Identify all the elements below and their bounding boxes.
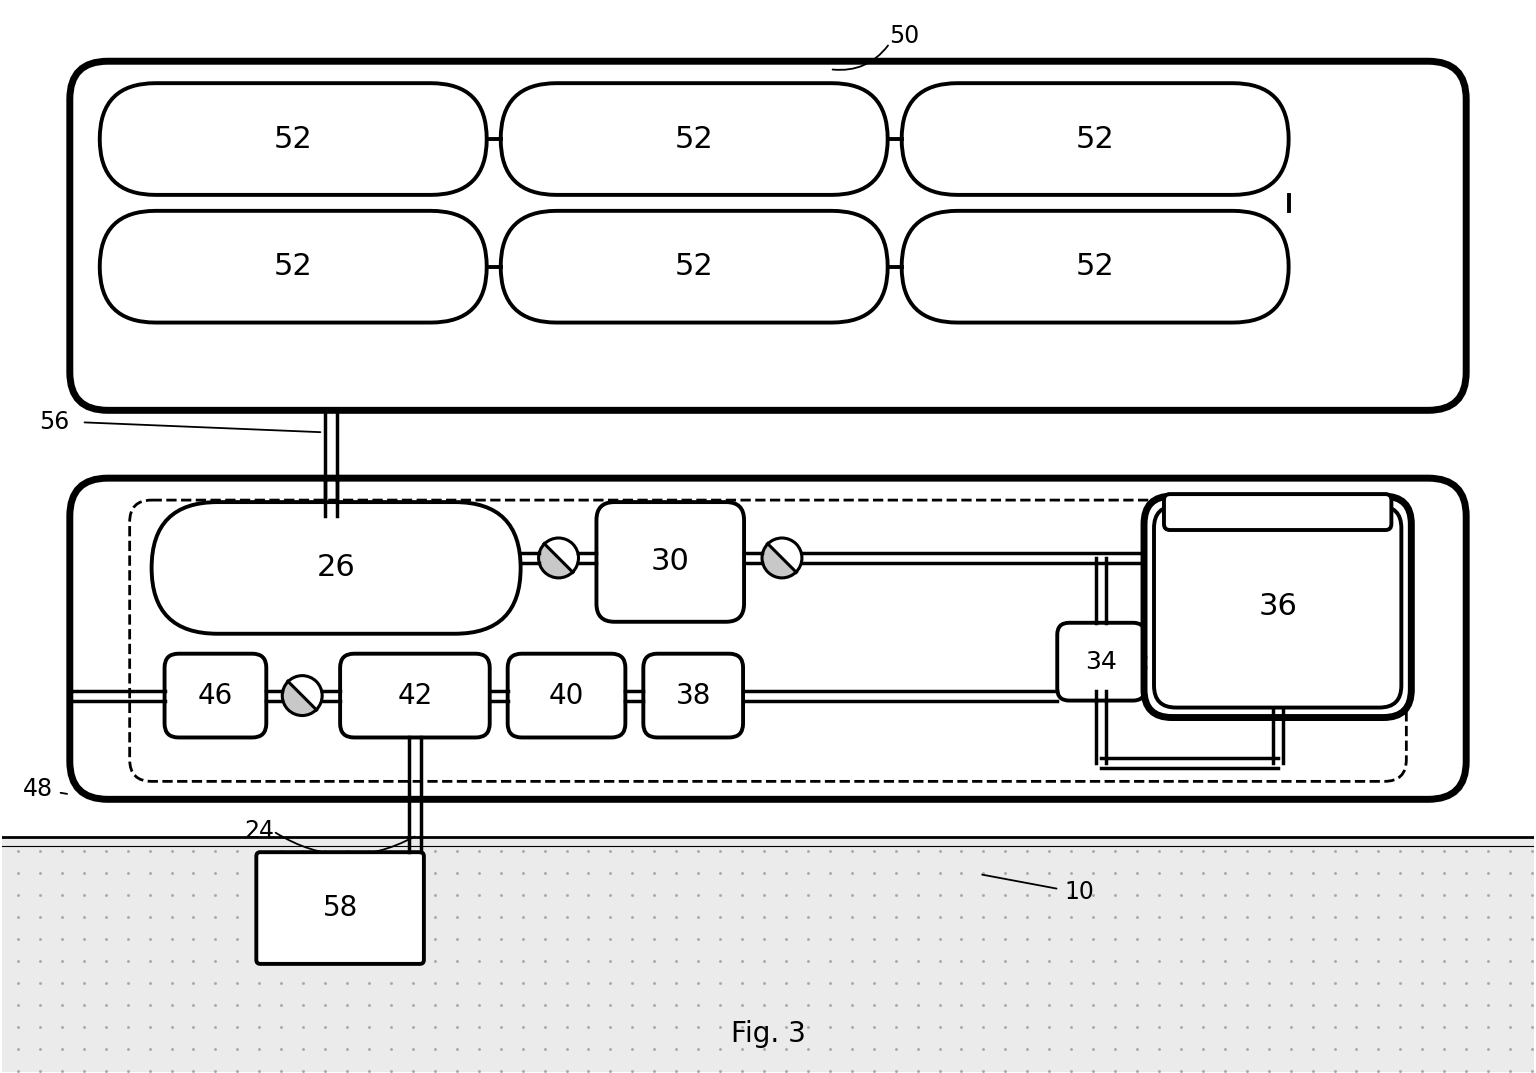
Polygon shape [539, 544, 573, 578]
Text: 58: 58 [323, 894, 358, 922]
Text: 56: 56 [38, 410, 69, 435]
FancyBboxPatch shape [1154, 506, 1401, 707]
Text: 46: 46 [198, 681, 233, 709]
Text: 34: 34 [1086, 649, 1117, 674]
FancyBboxPatch shape [501, 84, 888, 195]
FancyBboxPatch shape [339, 653, 490, 737]
Text: 52: 52 [273, 124, 313, 153]
Polygon shape [283, 681, 316, 716]
Text: 10: 10 [1064, 880, 1094, 905]
FancyBboxPatch shape [501, 211, 888, 323]
Text: 36: 36 [1258, 592, 1296, 621]
FancyBboxPatch shape [596, 502, 743, 621]
Text: 24: 24 [244, 819, 275, 843]
FancyBboxPatch shape [1164, 494, 1392, 530]
FancyBboxPatch shape [100, 84, 487, 195]
Text: 50: 50 [889, 25, 920, 48]
FancyBboxPatch shape [164, 653, 266, 737]
Text: 42: 42 [398, 681, 433, 709]
Text: 40: 40 [548, 681, 584, 709]
FancyBboxPatch shape [902, 84, 1289, 195]
FancyBboxPatch shape [69, 479, 1467, 799]
Bar [2, 837, 1534, 1072]
FancyBboxPatch shape [508, 653, 625, 737]
Text: 38: 38 [676, 681, 711, 709]
FancyBboxPatch shape [1144, 496, 1412, 718]
FancyBboxPatch shape [644, 653, 743, 737]
FancyBboxPatch shape [100, 211, 487, 323]
Text: Fig. 3: Fig. 3 [731, 1019, 805, 1047]
FancyBboxPatch shape [69, 61, 1467, 410]
Polygon shape [762, 544, 796, 578]
Text: 52: 52 [674, 252, 714, 281]
Text: 52: 52 [1075, 124, 1115, 153]
Text: 30: 30 [651, 547, 690, 576]
Text: 26: 26 [316, 554, 355, 583]
Text: 48: 48 [23, 777, 52, 802]
FancyBboxPatch shape [902, 211, 1289, 323]
FancyBboxPatch shape [257, 852, 424, 964]
FancyBboxPatch shape [1057, 622, 1144, 701]
FancyBboxPatch shape [152, 502, 521, 634]
Text: 52: 52 [674, 124, 714, 153]
Text: 52: 52 [273, 252, 313, 281]
Text: 52: 52 [1075, 252, 1115, 281]
